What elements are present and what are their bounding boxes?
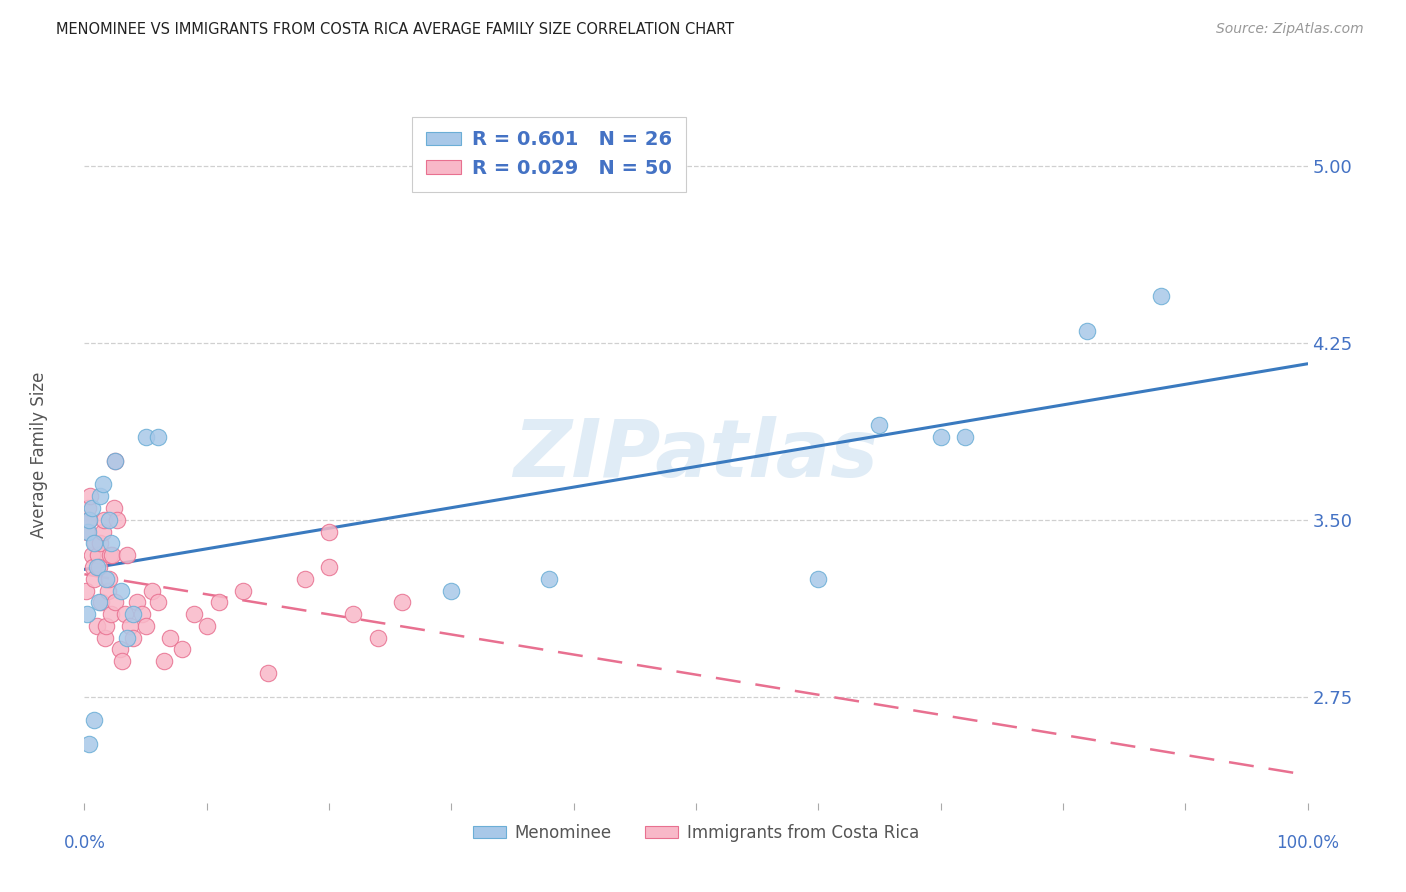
Point bbox=[76, 524, 98, 539]
Point bbox=[97, 513, 120, 527]
Point bbox=[96, 619, 118, 633]
Point bbox=[77, 513, 100, 527]
Point bbox=[1150, 289, 1173, 303]
Point bbox=[153, 654, 176, 668]
Point bbox=[953, 430, 976, 444]
Point bbox=[97, 572, 120, 586]
Point bbox=[807, 572, 830, 586]
Point bbox=[75, 583, 97, 598]
Point bbox=[440, 583, 463, 598]
Point bbox=[294, 572, 316, 586]
Point bbox=[318, 560, 340, 574]
Point bbox=[89, 536, 111, 550]
Point bbox=[318, 524, 340, 539]
Point bbox=[87, 548, 110, 562]
Point bbox=[122, 607, 145, 621]
Point bbox=[80, 500, 103, 515]
Text: Source: ZipAtlas.com: Source: ZipAtlas.com bbox=[1216, 22, 1364, 37]
Point bbox=[115, 548, 138, 562]
Point bbox=[232, 583, 254, 598]
Point bbox=[391, 595, 413, 609]
Point bbox=[131, 607, 153, 621]
Point bbox=[100, 607, 122, 621]
Point bbox=[342, 607, 364, 621]
Point bbox=[929, 430, 952, 444]
Point bbox=[89, 489, 111, 503]
Point bbox=[86, 560, 108, 574]
Point bbox=[98, 548, 121, 562]
Point bbox=[367, 631, 389, 645]
Y-axis label: Average Family Size: Average Family Size bbox=[30, 372, 48, 538]
Point bbox=[83, 572, 105, 586]
Point bbox=[87, 560, 110, 574]
Legend: Menominee, Immigrants from Costa Rica: Menominee, Immigrants from Costa Rica bbox=[464, 815, 928, 850]
Point bbox=[91, 524, 114, 539]
Point bbox=[79, 489, 101, 503]
Point bbox=[104, 454, 127, 468]
Point bbox=[83, 713, 105, 727]
Point bbox=[77, 500, 100, 515]
Point bbox=[208, 595, 231, 609]
Point bbox=[125, 595, 148, 609]
Point bbox=[86, 619, 108, 633]
Point bbox=[1076, 324, 1098, 338]
Point bbox=[110, 583, 132, 598]
Point bbox=[111, 654, 134, 668]
Point bbox=[82, 560, 104, 574]
Point bbox=[96, 572, 118, 586]
Point bbox=[257, 666, 280, 681]
Point bbox=[135, 619, 157, 633]
Point bbox=[141, 583, 163, 598]
Point bbox=[108, 642, 131, 657]
Text: ZIPatlas: ZIPatlas bbox=[513, 416, 879, 494]
Point bbox=[146, 595, 169, 609]
Point bbox=[83, 536, 105, 550]
Point bbox=[90, 595, 112, 609]
Text: 100.0%: 100.0% bbox=[1277, 834, 1339, 852]
Point bbox=[869, 418, 891, 433]
Point bbox=[77, 737, 100, 751]
Point bbox=[84, 536, 107, 550]
Point bbox=[135, 430, 157, 444]
Point bbox=[97, 583, 120, 598]
Point bbox=[91, 477, 114, 491]
Point bbox=[77, 513, 100, 527]
Point bbox=[105, 513, 128, 527]
Point bbox=[76, 607, 98, 621]
Point bbox=[172, 642, 194, 657]
Point bbox=[80, 548, 103, 562]
Text: 0.0%: 0.0% bbox=[63, 834, 105, 852]
Point bbox=[159, 631, 181, 645]
Point bbox=[122, 631, 145, 645]
Point bbox=[538, 572, 561, 586]
Point bbox=[94, 631, 117, 645]
Point bbox=[104, 595, 127, 609]
Point bbox=[77, 524, 100, 539]
Point bbox=[115, 631, 138, 645]
Point bbox=[101, 548, 124, 562]
Point bbox=[87, 595, 110, 609]
Point bbox=[103, 500, 125, 515]
Point bbox=[146, 430, 169, 444]
Point bbox=[118, 619, 141, 633]
Point bbox=[100, 536, 122, 550]
Point bbox=[195, 619, 218, 633]
Point bbox=[183, 607, 205, 621]
Point bbox=[114, 607, 136, 621]
Text: MENOMINEE VS IMMIGRANTS FROM COSTA RICA AVERAGE FAMILY SIZE CORRELATION CHART: MENOMINEE VS IMMIGRANTS FROM COSTA RICA … bbox=[56, 22, 734, 37]
Point bbox=[104, 454, 127, 468]
Point bbox=[93, 513, 115, 527]
